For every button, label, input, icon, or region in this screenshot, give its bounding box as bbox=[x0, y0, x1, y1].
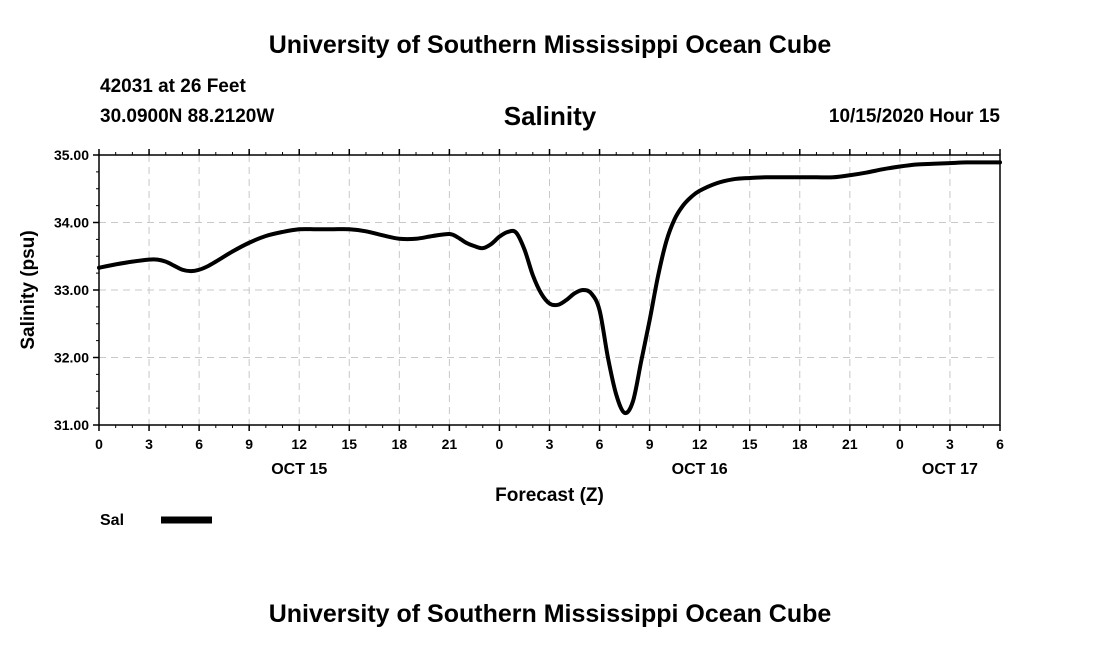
x-tick-label: 0 bbox=[496, 436, 504, 452]
x-tick-label: 12 bbox=[291, 436, 307, 452]
parameter-title: Salinity bbox=[503, 101, 597, 131]
axes: 31.00 32.00 33.00 34.00 35.00 0 3 6 9 12 15 18 21 0 3 6… bbox=[54, 147, 1004, 478]
x-axis-label: Forecast (Z) bbox=[495, 485, 604, 506]
date-label: OCT 16 bbox=[672, 461, 728, 478]
y-tick-label: 31.00 bbox=[54, 417, 89, 433]
chart-title: University of Southern Mississippi Ocean… bbox=[268, 31, 832, 59]
x-tick-label: 0 bbox=[95, 436, 103, 452]
x-tick-label: 15 bbox=[742, 436, 758, 452]
x-tick-label: 6 bbox=[996, 436, 1004, 452]
x-tick-label: 18 bbox=[792, 436, 808, 452]
x-tick-label: 6 bbox=[596, 436, 604, 452]
x-tick-label: 15 bbox=[341, 436, 357, 452]
y-tick-label: 32.00 bbox=[54, 350, 89, 366]
legend-label-sal: Sal bbox=[100, 512, 124, 529]
station-label: 42031 at 26 Feet bbox=[100, 76, 246, 97]
x-tick-label: 3 bbox=[946, 436, 954, 452]
grid bbox=[99, 155, 1000, 425]
x-tick-label: 0 bbox=[896, 436, 904, 452]
salinity-series-line bbox=[97, 160, 1002, 416]
x-tick-label: 18 bbox=[392, 436, 408, 452]
x-tick-label: 3 bbox=[546, 436, 554, 452]
coordinates-label: 30.0900N 88.2120W bbox=[100, 106, 275, 127]
y-tick-label: 34.00 bbox=[54, 215, 89, 231]
y-tick-label: 33.00 bbox=[54, 282, 89, 298]
y-tick-label: 35.00 bbox=[54, 147, 89, 163]
x-tick-label: 21 bbox=[842, 436, 858, 452]
x-tick-label: 9 bbox=[245, 436, 253, 452]
datetime-label: 10/15/2020 Hour 15 bbox=[828, 106, 1000, 127]
x-tick-label: 6 bbox=[195, 436, 203, 452]
date-label: OCT 15 bbox=[271, 461, 327, 478]
footer-title: University of Southern Mississippi Ocean… bbox=[268, 600, 832, 628]
x-tick-label: 9 bbox=[646, 436, 654, 452]
y-axis-label: Salinity (psu) bbox=[18, 230, 39, 349]
x-tick-label: 21 bbox=[442, 436, 458, 452]
legend: Sal bbox=[100, 512, 212, 529]
date-label: OCT 17 bbox=[922, 461, 978, 478]
x-tick-label: 12 bbox=[692, 436, 708, 452]
x-tick-label: 3 bbox=[145, 436, 153, 452]
